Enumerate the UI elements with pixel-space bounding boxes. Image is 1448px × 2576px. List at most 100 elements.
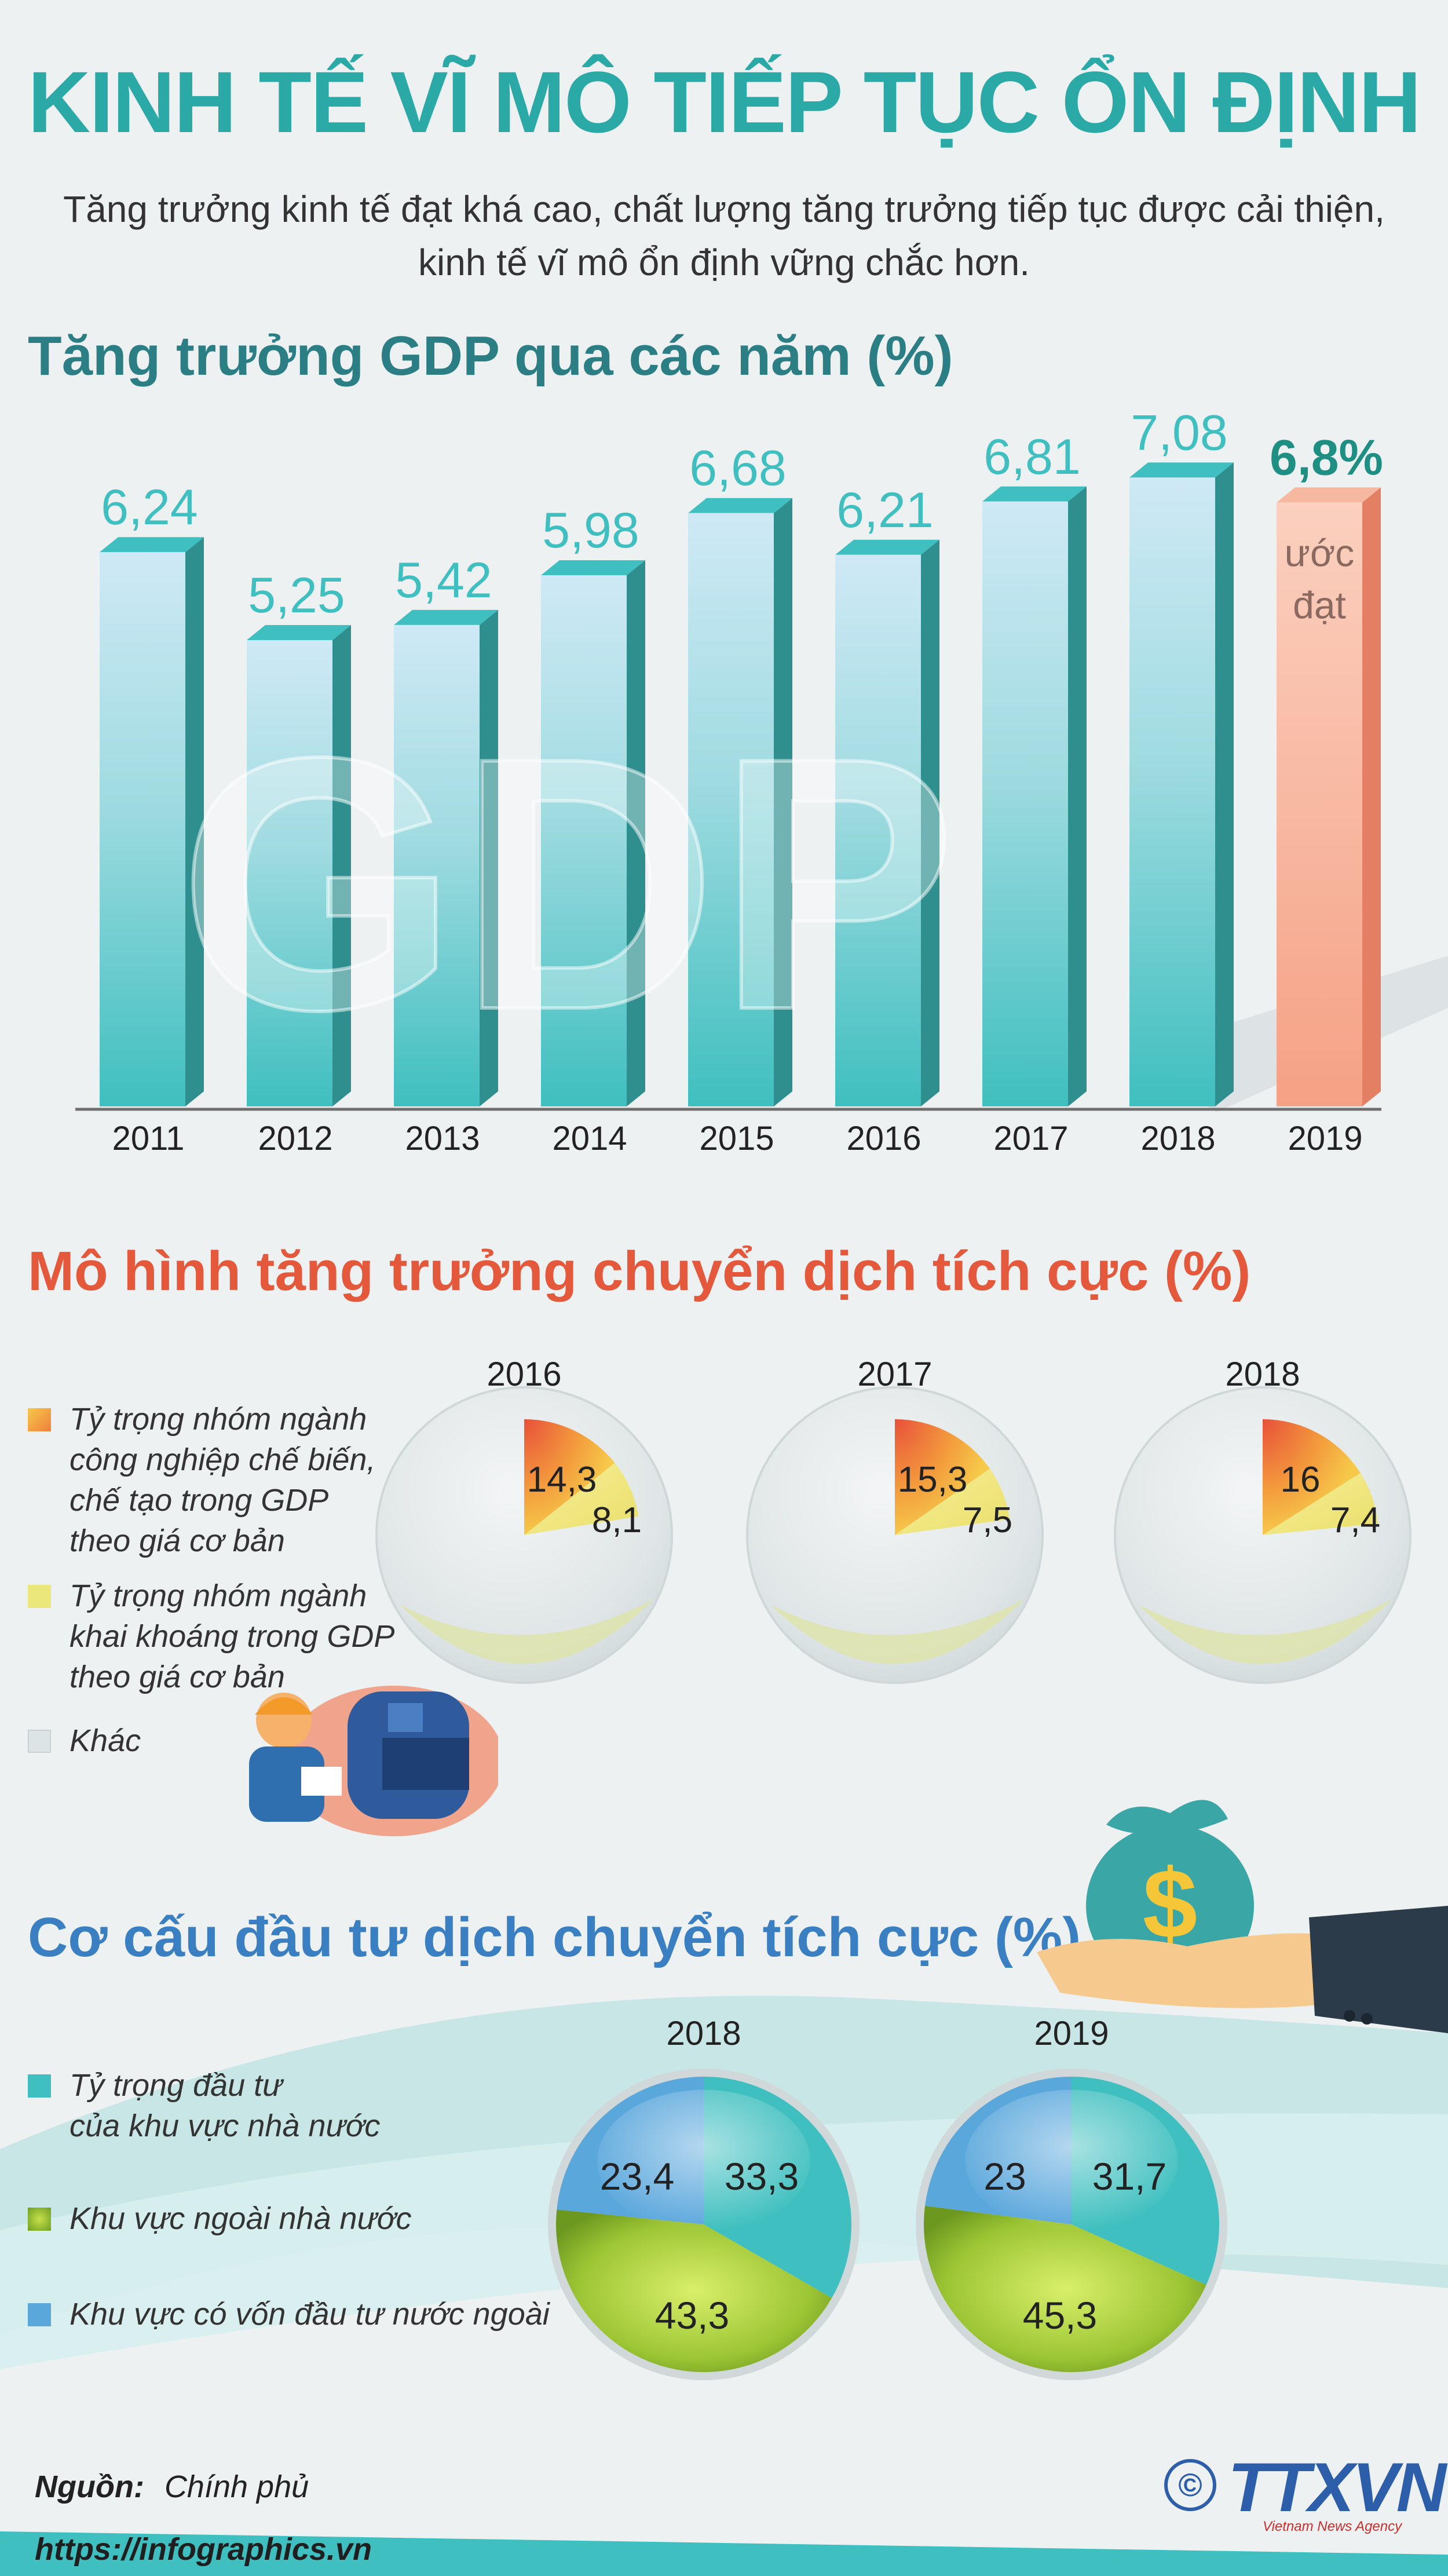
invest-pie-year: 2019 <box>1034 2015 1109 2052</box>
agency-logo: TTXVN <box>1228 2449 1446 2526</box>
gdp-bar-face <box>1277 502 1362 1107</box>
gdp-year-label: 2018 <box>1140 1120 1215 1157</box>
gdp-bar-side <box>1362 487 1381 1107</box>
gdp-bar-face <box>394 624 480 1106</box>
agency-subtitle: Vietnam News Agency <box>1263 2519 1402 2534</box>
gdp-bar-side <box>627 560 645 1106</box>
gdp-section-heading: Tăng trưởng GDP qua các năm (%) <box>28 325 953 387</box>
gdp-bar-top <box>835 539 939 555</box>
gdp-bar-face <box>982 501 1068 1106</box>
gdp-year-label: 2014 <box>552 1120 627 1157</box>
gdp-value-label: 6,8% <box>1270 430 1383 485</box>
model-pie-manufacturing-slice <box>524 1419 615 1535</box>
gdp-bar-side <box>185 537 204 1106</box>
invest-pie-state-label: 31,7 <box>1092 2155 1167 2198</box>
investment-pie-charts: 2018 33,3 43,3 23,4 2019 31,7 45,3 23 <box>548 2015 1227 2380</box>
legend-swatch-gray <box>28 1730 51 1753</box>
gdp-bar-top <box>541 560 645 576</box>
model-pie-manufacturing-label: 15,3 <box>898 1460 968 1500</box>
gdp-value-label: 6,68 <box>689 441 786 496</box>
gdp-year-label: 2013 <box>405 1120 480 1157</box>
legend-swatch-blue <box>28 2303 51 2326</box>
source-url[interactable]: https://infographics.vn <box>35 2532 372 2567</box>
invest-pie-non-state-slice <box>556 2209 832 2372</box>
gdp-bar-top <box>1277 487 1381 503</box>
model-pie-mining-label: 8,1 <box>592 1500 642 1540</box>
gdp-bar-top <box>982 486 1087 502</box>
legend-fdi: Khu vực có vốn đầu tư nước ngoài <box>28 2294 550 2334</box>
gdp-bar-side <box>1215 462 1234 1106</box>
model-pie-manufacturing-label: 14,3 <box>527 1460 597 1500</box>
gdp-bar-2013 <box>394 609 498 1106</box>
gdp-bar-2014 <box>541 560 645 1106</box>
source-line: Nguồn: Chính phủ <box>35 2469 309 2505</box>
gdp-bar-top <box>688 498 792 513</box>
gdp-value-label: 6,24 <box>101 480 198 535</box>
invest-pie-fdi-label: 23 <box>983 2155 1026 2198</box>
gdp-year-label: 2011 <box>112 1120 185 1157</box>
gdp-value-label: 7,08 <box>1131 405 1227 461</box>
gdp-bar-face <box>835 554 921 1106</box>
model-pie-mining-slice <box>895 1468 1010 1535</box>
model-pie-manufacturing-label: 16 <box>1281 1460 1321 1500</box>
worker-illustration <box>249 1686 498 1836</box>
gdp-bars-group <box>100 462 1381 1107</box>
invest-pie-2018: 2018 33,3 43,3 23,4 <box>548 2015 860 2380</box>
page-title: KINH TẾ VĨ MÔ TIẾP TỤC ỔN ĐỊNH <box>27 53 1421 151</box>
source-value: Chính phủ <box>164 2469 309 2504</box>
invest-pie-non-state-slice <box>924 2206 1206 2372</box>
legend-mining: Tỷ trọng nhóm ngành khai khoáng trong GD… <box>28 1576 394 1697</box>
gdp-value-label: 6,21 <box>836 483 933 538</box>
gdp-year-label: 2019 <box>1288 1120 1362 1157</box>
gdp-bar-2016 <box>835 539 939 1106</box>
copyright-icon: © <box>1164 2459 1216 2511</box>
gdp-labels-group: 6,24 2011 5,25 2012 5,42 2013 5,98 2014 6,68 2015… <box>101 405 1383 1157</box>
gdp-bar-chart: GDP 6,24 2011 5,25 2012 5,42 2013 5,98 2014 6,68… <box>75 405 1448 1157</box>
model-pie-mining-slice <box>524 1463 639 1535</box>
subtitle-line-2: kinh tế vĩ mô ổn định vững chắc hơn. <box>418 242 1030 283</box>
gdp-bar-side <box>480 609 498 1106</box>
model-section-heading: Mô hình tăng trưởng chuyển dịch tích cực… <box>28 1240 1251 1302</box>
gdp-bar-top <box>100 537 204 553</box>
gdp-bar-2018 <box>1129 462 1234 1106</box>
legend-state-investment: Tỷ trọng đầu tư của khu vực nhà nước <box>28 2065 380 2146</box>
invest-pie-non-state-label: 45,3 <box>1023 2294 1097 2337</box>
gdp-estimate-note-2: đạt <box>1293 583 1346 626</box>
gdp-bar-face <box>541 575 627 1106</box>
model-pie-manufacturing-slice <box>895 1419 990 1535</box>
gdp-bar-2011 <box>100 537 204 1106</box>
model-pie-mining-label: 7,4 <box>1330 1500 1380 1540</box>
legend-non-state: Khu vực ngoài nhà nước <box>28 2198 411 2239</box>
gdp-bar-side <box>332 625 351 1106</box>
legend-swatch-orange <box>28 1408 51 1431</box>
subtitle-line-1: Tăng trưởng kinh tế đạt khá cao, chất lư… <box>63 188 1385 230</box>
legend-manufacturing: Tỷ trọng nhóm ngành công nghiệp chế biến… <box>28 1399 375 1561</box>
source-label: Nguồn: <box>35 2469 144 2504</box>
gdp-value-label: 6,81 <box>983 429 1080 485</box>
invest-pie-fdi-label: 23,4 <box>600 2155 674 2198</box>
gdp-value-label: 5,42 <box>395 553 492 608</box>
page-subtitle: Tăng trưởng kinh tế đạt khá cao, chất lư… <box>58 182 1390 289</box>
model-pie-manufacturing-slice <box>1263 1419 1361 1535</box>
gdp-value-label: 5,25 <box>248 568 345 623</box>
gdp-bar-2017 <box>982 486 1087 1106</box>
gdp-bar-face <box>247 640 332 1106</box>
gdp-bar-face <box>100 552 185 1106</box>
gdp-year-label: 2016 <box>846 1120 921 1157</box>
invest-pie-2019: 2019 31,7 45,3 23 <box>916 2015 1227 2380</box>
invest-pie-non-state-label: 43,3 <box>655 2294 729 2337</box>
legend-swatch-green <box>28 2208 51 2231</box>
gdp-value-label: 5,98 <box>542 503 639 558</box>
gdp-bar-2019 <box>1277 487 1381 1107</box>
gdp-bar-top <box>1129 462 1234 478</box>
model-pie-mining-label: 7,5 <box>963 1500 1012 1540</box>
gdp-bar-top <box>394 609 498 625</box>
gdp-bar-face <box>1129 477 1215 1106</box>
gdp-bar-side <box>1068 486 1087 1106</box>
gdp-bar-2012 <box>247 625 351 1106</box>
gdp-year-label: 2017 <box>993 1120 1068 1157</box>
gdp-bar-side <box>774 498 792 1106</box>
